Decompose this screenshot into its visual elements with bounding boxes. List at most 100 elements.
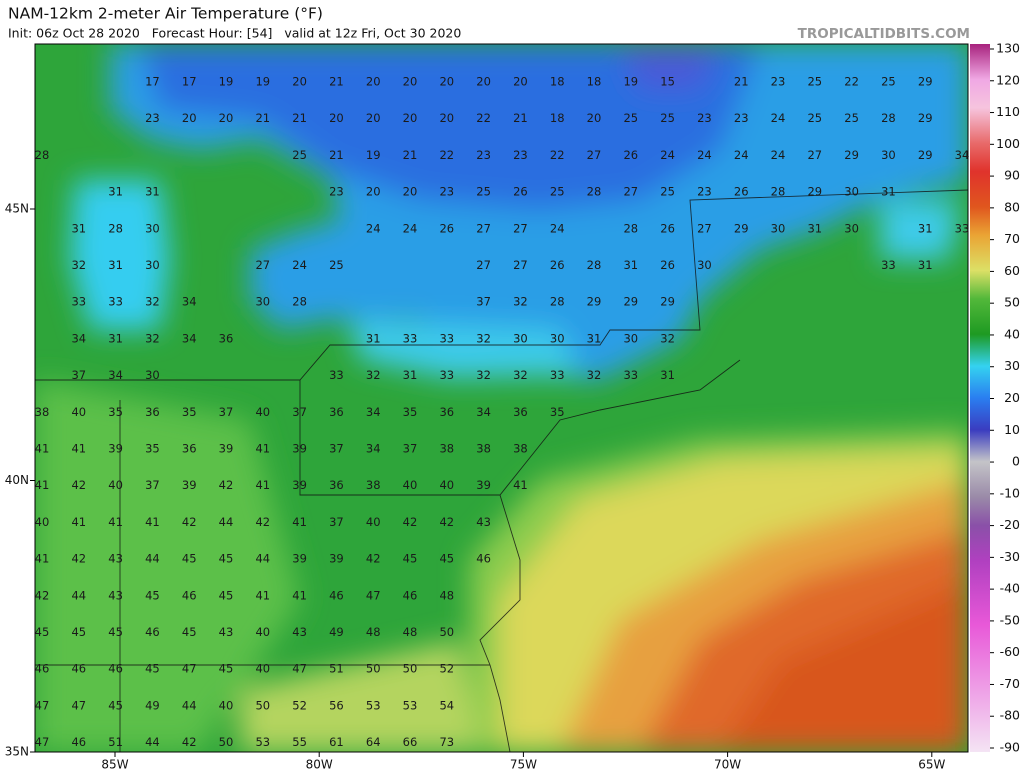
temperature-label: 44: [255, 552, 270, 566]
temperature-label: 39: [476, 478, 491, 492]
temperature-label: 48: [403, 625, 418, 639]
colorbar-label: 50: [1004, 295, 1020, 310]
temperature-label: 32: [513, 295, 528, 309]
temperature-label: 24: [403, 221, 418, 235]
temperature-label: 31: [623, 258, 638, 272]
temperature-label: 24: [771, 111, 786, 125]
temperature-label: 17: [145, 75, 160, 89]
temperature-label: 42: [71, 478, 86, 492]
temperature-label: 29: [807, 185, 822, 199]
temperature-label: 30: [844, 185, 859, 199]
temperature-label: 36: [513, 405, 528, 419]
colorbar: [970, 44, 990, 752]
temperature-label: 35: [550, 405, 565, 419]
temperature-label: 24: [550, 221, 565, 235]
temperature-label: 37: [145, 478, 160, 492]
colorbar-label: -80: [1000, 708, 1020, 723]
temperature-label: 50: [439, 625, 454, 639]
temperature-label: 38: [439, 442, 454, 456]
temperature-label: 31: [587, 331, 602, 345]
colorbar-label: 40: [1004, 326, 1020, 341]
temperature-label: 33: [71, 295, 86, 309]
temperature-label: 53: [255, 735, 270, 749]
temperature-label: 26: [660, 258, 675, 272]
temperature-label: 37: [329, 515, 344, 529]
temperature-label: 22: [844, 75, 859, 89]
temperature-label: 45: [108, 698, 123, 712]
temperature-label: 25: [329, 258, 344, 272]
temperature-label: 22: [439, 148, 454, 162]
temperature-label: 22: [550, 148, 565, 162]
site-credit: TROPICALTIDBITS.COM: [798, 26, 970, 42]
temperature-label: 36: [219, 331, 234, 345]
temperature-label: 31: [807, 221, 822, 235]
colorbar-label: 70: [1004, 231, 1020, 246]
temperature-label: 19: [366, 148, 381, 162]
temperature-label: 21: [329, 148, 344, 162]
temperature-label: 45: [182, 552, 197, 566]
temperature-label: 19: [623, 75, 638, 89]
temperature-label: 36: [182, 442, 197, 456]
temperature-label: 21: [329, 75, 344, 89]
temperature-label: 31: [881, 185, 896, 199]
temperature-label: 20: [476, 75, 491, 89]
lon-label: 70W: [714, 758, 741, 772]
temperature-label: 25: [550, 185, 565, 199]
temperature-label: 23: [734, 111, 749, 125]
temperature-label: 25: [844, 111, 859, 125]
temperature-label: 32: [366, 368, 381, 382]
temperature-label: 48: [366, 625, 381, 639]
colorbar-label: -40: [1000, 581, 1020, 596]
temperature-label: 28: [587, 185, 602, 199]
temperature-label: 51: [329, 662, 344, 676]
temperature-label: 31: [108, 185, 123, 199]
temperature-label: 48: [439, 588, 454, 602]
temperature-label: 43: [292, 625, 307, 639]
temperature-label: 46: [71, 662, 86, 676]
temperature-label: 26: [660, 221, 675, 235]
temperature-label: 27: [807, 148, 822, 162]
temperature-label: 30: [145, 221, 160, 235]
temperature-label: 33: [550, 368, 565, 382]
colorbar-label: -60: [1000, 644, 1020, 659]
temperature-label: 37: [403, 442, 418, 456]
temperature-label: 43: [108, 552, 123, 566]
temperature-label: 21: [734, 75, 749, 89]
temperature-label: 34: [476, 405, 491, 419]
temperature-label: 24: [734, 148, 749, 162]
temperature-label: 31: [403, 368, 418, 382]
temperature-label: 33: [623, 368, 638, 382]
temperature-label: 23: [771, 75, 786, 89]
temperature-label: 28: [771, 185, 786, 199]
lat-label: 35N: [5, 745, 29, 759]
temperature-label: 23: [145, 111, 160, 125]
temperature-label: 39: [292, 478, 307, 492]
temperature-label: 25: [807, 111, 822, 125]
colorbar-label: 110: [996, 104, 1020, 119]
temperature-label: 25: [881, 75, 896, 89]
temperature-label: 20: [403, 185, 418, 199]
temperature-label: 44: [71, 588, 86, 602]
lon-label: 80W: [306, 758, 333, 772]
temperature-label: 26: [439, 221, 454, 235]
temperature-label: 31: [660, 368, 675, 382]
temperature-label: 21: [292, 111, 307, 125]
temperature-label: 29: [623, 295, 638, 309]
temperature-label: 44: [219, 515, 234, 529]
temperature-label: 28: [623, 221, 638, 235]
temperature-label: 33: [955, 221, 970, 235]
temperature-label: 49: [329, 625, 344, 639]
temperature-label: 36: [439, 405, 454, 419]
temperature-label: 51: [108, 735, 123, 749]
temperature-label: 34: [955, 148, 970, 162]
temperature-label: 45: [145, 588, 160, 602]
temperature-label: 27: [513, 221, 528, 235]
temperature-label: 20: [439, 111, 454, 125]
colorbar-label: -20: [1000, 517, 1020, 532]
colorbar-label: 120: [996, 72, 1020, 87]
temperature-label: 30: [550, 331, 565, 345]
colorbar-label: -50: [1000, 612, 1020, 627]
temperature-label: 46: [403, 588, 418, 602]
temperature-label: 20: [219, 111, 234, 125]
temperature-label: 53: [403, 698, 418, 712]
